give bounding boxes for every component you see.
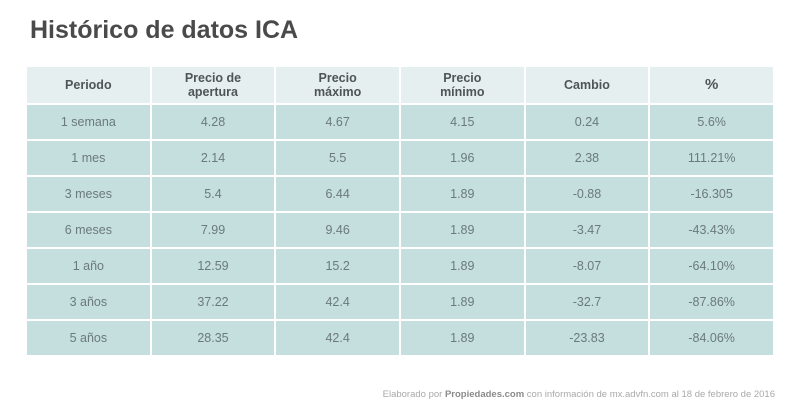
cell-cambio: -8.07 [523,247,651,285]
cell-periodo: 1 semana [25,103,152,141]
cell-percent: -87.86% [648,283,775,321]
cell-precio-apertura: 28.35 [149,319,277,357]
cell-cambio: -3.47 [523,211,651,249]
table-row: 1 año 12.59 15.2 1.89 -8.07 -64.10% [25,247,775,285]
cell-precio-maximo: 4.67 [274,103,401,141]
header-label: Precio [443,71,482,85]
table-header-row: Periodo Precio de apertura Precio máximo P… [25,65,775,105]
table-row: 3 meses 5.4 6.44 1.89 -0.88 -16.305 [25,175,775,213]
cell-precio-apertura: 5.4 [149,175,277,213]
header-precio-maximo: Precio máximo [274,65,401,105]
cell-periodo: 3 años [25,283,152,321]
table-row: 3 años 37.22 42.4 1.89 -32.7 -87.86% [25,283,775,321]
cell-precio-maximo: 6.44 [274,175,401,213]
source-footer: Elaborado por Propiedades.com con inform… [383,389,775,400]
cell-percent: -84.06% [648,319,775,357]
header-label: Cambio [564,78,610,92]
cell-precio-apertura: 12.59 [149,247,277,285]
header-percent: % [648,65,775,105]
cell-periodo: 5 años [25,319,152,357]
cell-cambio: -0.88 [523,175,651,213]
history-table-container: Periodo Precio de apertura Precio máximo P… [25,65,775,357]
table-row: 1 semana 4.28 4.67 4.15 0.24 5.6% [25,103,775,141]
cell-percent: -43.43% [648,211,775,249]
cell-cambio: -32.7 [523,283,651,321]
cell-precio-maximo: 5.5 [274,139,401,177]
header-label: apertura [187,85,238,99]
cell-periodo: 1 año [25,247,152,285]
cell-percent: 5.6% [648,103,775,141]
table-row: 5 años 28.35 42.4 1.89 -23.83 -84.06% [25,319,775,357]
cell-precio-minimo: 1.89 [398,319,526,357]
cell-percent: -64.10% [648,247,775,285]
header-label: máximo [314,85,362,99]
cell-precio-apertura: 37.22 [149,283,277,321]
table-row: 1 mes 2.14 5.5 1.96 2.38 111.21% [25,139,775,177]
cell-precio-apertura: 4.28 [149,103,277,141]
cell-percent: -16.305 [648,175,775,213]
cell-precio-maximo: 42.4 [274,283,401,321]
cell-precio-apertura: 2.14 [149,139,277,177]
cell-precio-minimo: 1.89 [398,283,526,321]
cell-precio-maximo: 42.4 [274,319,401,357]
cell-precio-minimo: 4.15 [398,103,526,141]
cell-precio-minimo: 1.89 [398,175,526,213]
history-table: Periodo Precio de apertura Precio máximo P… [25,65,775,357]
header-label: mínimo [440,85,485,99]
cell-precio-maximo: 9.46 [274,211,401,249]
cell-precio-minimo: 1.96 [398,139,526,177]
footer-suffix: con información de mx.advfn.com al 18 de… [524,389,775,400]
footer-prefix: Elaborado por [382,389,445,400]
cell-precio-minimo: 1.89 [398,247,526,285]
header-label: Precio [318,71,357,85]
header-label: Precio de [184,71,242,85]
header-precio-minimo: Precio mínimo [398,65,526,105]
cell-periodo: 1 mes [25,139,152,177]
cell-periodo: 6 meses [25,211,152,249]
header-periodo: Periodo [25,65,152,105]
cell-precio-apertura: 7.99 [149,211,277,249]
header-label: Periodo [65,78,112,92]
cell-precio-minimo: 1.89 [398,211,526,249]
header-precio-apertura: Precio de apertura [149,65,277,105]
header-cambio: Cambio [523,65,651,105]
footer-brand: Propiedades.com [444,389,525,400]
cell-periodo: 3 meses [25,175,152,213]
table-body: 1 semana 4.28 4.67 4.15 0.24 5.6% 1 mes 2.14 5.5… [25,103,775,357]
cell-percent: 111.21% [648,139,775,177]
page-title: Histórico de datos ICA [30,16,299,44]
table-row: 6 meses 7.99 9.46 1.89 -3.47 -43.43% [25,211,775,249]
cell-cambio: 2.38 [523,139,651,177]
header-label: % [704,76,719,93]
cell-cambio: -23.83 [523,319,651,357]
cell-precio-maximo: 15.2 [274,247,401,285]
cell-cambio: 0.24 [523,103,651,141]
